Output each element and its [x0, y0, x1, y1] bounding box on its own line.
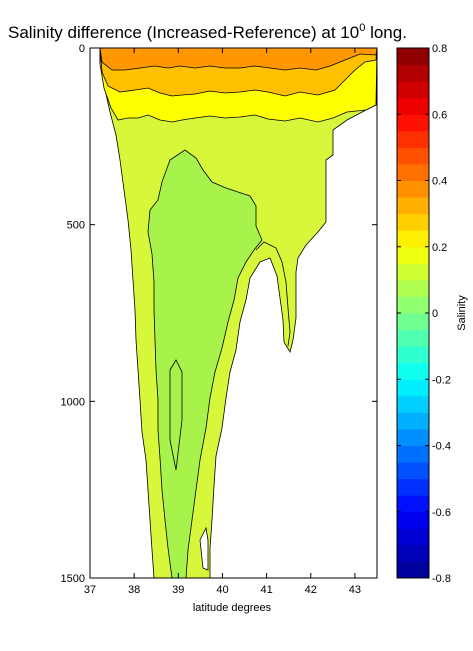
small-closed-contour-1: [169, 359, 183, 471]
colorbar-band: [397, 362, 429, 380]
colorbar-band: [397, 64, 429, 82]
colorbar-band: [397, 213, 429, 231]
y-tick-label: 1500: [61, 573, 85, 585]
x-tick-label: 42: [305, 584, 317, 596]
colorbar-band: [397, 147, 429, 165]
colorbar-tick-label: 0.8: [432, 43, 447, 55]
contour-field: [99, 47, 378, 579]
colorbar-tick-label: 0.6: [432, 109, 447, 121]
colorbar-band: [397, 346, 429, 364]
colorbar-band: [397, 478, 429, 496]
colorbar-band: [397, 197, 429, 215]
colorbar-band: [397, 313, 429, 331]
colorbar-tick-label: 0.2: [432, 242, 447, 254]
title-superscript: 0: [359, 22, 365, 34]
colorbar-tick-label: 0.4: [432, 176, 447, 188]
x-tick-label: 43: [349, 584, 361, 596]
x-axis: 37 38 39 40 41 42 43: [84, 48, 361, 596]
colorbar-band: [397, 97, 429, 115]
colorbar-band: [397, 544, 429, 562]
colorbar-tick-label: -0.6: [432, 507, 451, 519]
plot-frame: [89, 47, 378, 579]
colorbar-tick-label: -0.8: [432, 573, 451, 585]
colorbar-band: [397, 428, 429, 446]
colorbar-tick-label: 0: [432, 308, 438, 320]
colorbar-band: [397, 114, 429, 132]
x-tick-label: 41: [260, 584, 272, 596]
colorbar-band: [397, 395, 429, 413]
right-tongue-contour: [255, 241, 291, 347]
colorbar-band: [397, 412, 429, 430]
colorbar-band: [397, 445, 429, 463]
colorbar-band: [397, 511, 429, 529]
colorbar-band: [397, 329, 429, 347]
colorbar-band: [397, 230, 429, 248]
colorbar-band: [397, 246, 429, 264]
colorbar-band: [397, 296, 429, 314]
colorbar-band: [397, 81, 429, 99]
colorbar-band: [397, 130, 429, 148]
colorbar-band: [397, 561, 429, 579]
colorbar-label: Salinity: [456, 295, 468, 331]
x-tick-label: 39: [172, 584, 184, 596]
y-tick-label: 500: [67, 220, 85, 232]
colorbar-band: [397, 48, 429, 66]
x-tick-label: 40: [216, 584, 228, 596]
colorbar-ticks: 0.8 0.6 0.4 0.2 0 -0.2 -0.4 -0.6 -0.8: [397, 43, 451, 585]
colorbar-band: [397, 462, 429, 480]
y-axis: 0 500 1000 1500: [61, 43, 377, 585]
colorbar-tick-label: -0.2: [432, 374, 451, 386]
colorbar-band: [397, 528, 429, 546]
colorbar: [397, 48, 429, 579]
colorbar-band: [397, 163, 429, 181]
deep-tongue-region: [147, 149, 263, 579]
colorbar-band: [397, 379, 429, 397]
colorbar-tick-label: -0.4: [432, 441, 451, 453]
colorbar-band: [397, 495, 429, 513]
x-axis-label: latitude degrees: [193, 602, 272, 614]
colorbar-band: [397, 180, 429, 198]
colorbar-band: [397, 279, 429, 297]
small-closed-contour-2: [199, 526, 209, 571]
surface-band-region: [99, 47, 378, 71]
x-tick-label: 37: [84, 584, 96, 596]
colorbar-band: [397, 263, 429, 281]
y-tick-label: 1000: [61, 396, 85, 408]
y-tick-label: 0: [79, 43, 85, 55]
chart-title: Salinity difference (Increased-Reference…: [8, 22, 407, 42]
x-tick-label: 38: [128, 584, 140, 596]
